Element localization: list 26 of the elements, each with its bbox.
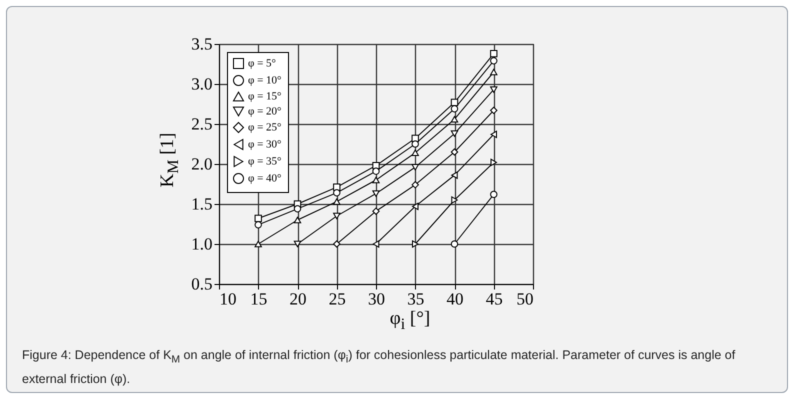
legend-label: φ = 25° xyxy=(248,122,282,134)
x-tick-label: 10 xyxy=(220,290,236,308)
legend-label: φ = 30° xyxy=(248,138,282,150)
y-tick-label: 1.5 xyxy=(191,194,212,214)
legend-label: φ = 35° xyxy=(248,156,282,168)
x-tick-label: 30 xyxy=(368,290,385,308)
y-tick-label: 1.0 xyxy=(191,234,212,254)
legend-label: φ = 10° xyxy=(248,74,282,86)
y-tick-label: 3.5 xyxy=(191,34,212,54)
y-tick-label: 0.5 xyxy=(191,274,212,294)
x-tick-label: 40 xyxy=(446,290,464,308)
x-tick-label: 15 xyxy=(250,290,268,308)
x-tick-label: 50 xyxy=(516,290,534,308)
y-tick-label: 2.0 xyxy=(191,154,212,174)
legend-label: φ = 20° xyxy=(248,106,282,118)
y-tick-label: 3.0 xyxy=(191,74,212,94)
text: Figure 4: Dependence of K$_{M}$ on angle of internal friction (φ$_{i}$) for cohesionless particulate material. Parameter of curves is angle of external friction (φ). xyxy=(22,348,736,386)
x-tick-label: 35 xyxy=(407,290,424,308)
legend-label: φ = 15° xyxy=(248,90,282,102)
x-tick-label: 25 xyxy=(328,290,346,308)
legend-label: φ = 40° xyxy=(248,172,282,184)
y-tick-label: 2.5 xyxy=(191,114,212,134)
x-tick-label: 45 xyxy=(486,290,503,308)
x-axis-title: φ$_{i}$ [°] xyxy=(390,308,430,334)
x-tick-label: 20 xyxy=(290,290,306,308)
legend-label: φ = 5° xyxy=(248,58,276,70)
